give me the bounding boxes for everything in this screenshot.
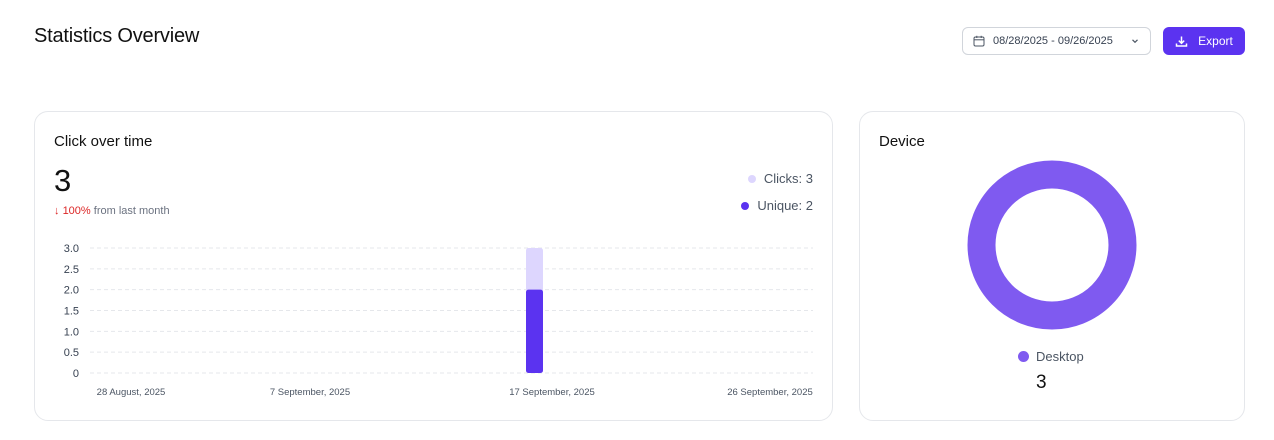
click-over-time-card: Click over time 3 ↓ 100% from last month… <box>34 111 833 421</box>
chevron-down-icon <box>1132 39 1138 44</box>
device-count: 3 <box>1036 372 1047 393</box>
export-label: Export <box>1198 34 1233 48</box>
legend-dot <box>1018 351 1029 362</box>
legend-unique: Unique: 2 <box>741 198 813 213</box>
page-title: Statistics Overview <box>34 25 200 47</box>
y-tick-label: 2.5 <box>64 264 79 276</box>
date-range-value: 08/28/2025 - 09/26/2025 <box>993 35 1113 47</box>
card-title: Click over time <box>54 133 153 150</box>
legend-clicks: Clicks: 3 <box>747 171 813 186</box>
y-tick-label: 3.0 <box>64 243 79 255</box>
x-tick-label: 26 September, 2025 <box>727 387 813 398</box>
calendar-icon <box>973 35 985 47</box>
legend-label: Clicks: 3 <box>763 171 813 186</box>
date-range-picker[interactable]: 08/28/2025 - 09/26/2025 <box>962 27 1151 55</box>
legend-dot <box>741 201 750 210</box>
download-icon <box>1175 36 1188 47</box>
y-tick-label: 1.0 <box>64 326 79 338</box>
device-card: Device Desktop 3 <box>859 111 1245 421</box>
legend-label: Unique: 2 <box>757 198 813 213</box>
y-tick-label: 0.5 <box>64 347 79 359</box>
x-tick-label: 17 September, 2025 <box>509 387 595 398</box>
card-title: Device <box>879 133 925 150</box>
y-tick-label: 2.0 <box>64 285 79 297</box>
y-tick-label: 1.5 <box>64 306 79 318</box>
export-button[interactable]: Export <box>1163 27 1245 55</box>
x-tick-label: 7 September, 2025 <box>270 387 350 398</box>
legend-dot <box>747 174 756 183</box>
device-donut-chart <box>967 160 1137 330</box>
change-text: from last month <box>93 205 170 217</box>
bar-unique <box>526 289 543 373</box>
donut-slice-desktop[interactable] <box>967 160 1137 330</box>
y-tick-label: 0 <box>73 368 79 380</box>
arrow-down-icon: ↓ <box>54 205 60 217</box>
clicks-bar-chart: 3.0 2.5 2.0 1.5 1.0 0.5 0 28 August, 2025 7 Sept… <box>64 243 813 398</box>
device-legend-label: Desktop <box>1036 349 1084 364</box>
change-percent: 100% <box>62 205 91 217</box>
total-clicks: 3 <box>54 163 72 198</box>
change-indicator: ↓ 100% from last month <box>54 205 170 217</box>
device-legend: Desktop <box>1018 349 1084 364</box>
x-tick-label: 28 August, 2025 <box>97 387 166 398</box>
